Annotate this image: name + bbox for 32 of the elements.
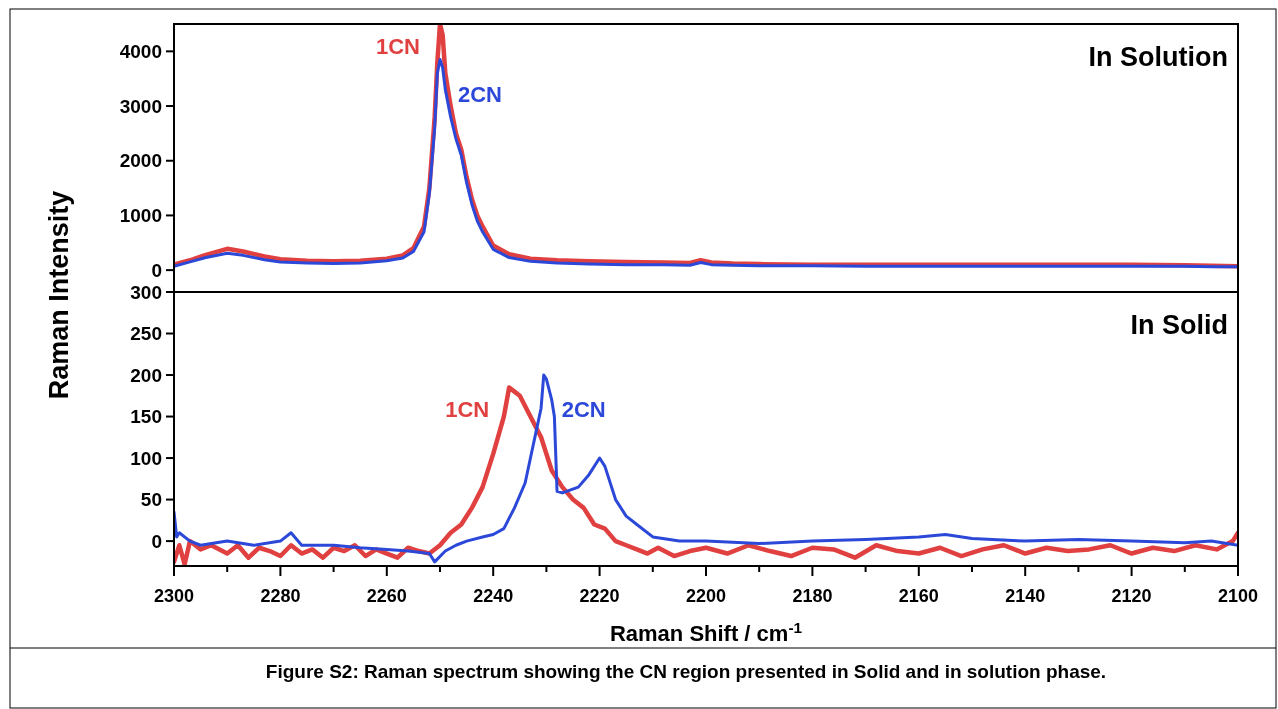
y-tick-label: 1000: [119, 205, 162, 227]
x-tick-label: 2140: [1005, 586, 1046, 606]
x-tick-label: 2240: [473, 586, 514, 606]
y-tick-label: 4000: [119, 41, 162, 62]
x-axis-title: Raman Shift / cm$^{-1}$: [609, 618, 803, 646]
x-tick-label: 2260: [366, 586, 407, 606]
series-label: 2CN: [561, 397, 606, 423]
y-tick-label: 50: [140, 489, 162, 511]
y-tick-label: 250: [130, 323, 162, 345]
y-tick-label: 2000: [119, 150, 162, 172]
x-tick-label: 2300: [153, 586, 195, 606]
series-label: 1CN: [445, 397, 490, 423]
series-label: 2CN: [458, 81, 503, 107]
y-tick-label: 150: [130, 406, 162, 428]
x-tick-label: 2200: [685, 586, 727, 606]
y-tick-label: 200: [130, 364, 162, 386]
y-tick-label: 0: [151, 530, 162, 552]
x-tick-label: 2280: [260, 586, 301, 606]
annotation: In Solution: [1088, 42, 1228, 72]
x-tick-label: 2100: [1217, 586, 1259, 606]
y-tick-label: 300: [130, 281, 162, 303]
x-tick-label: 2120: [1111, 586, 1152, 606]
x-tick-label: 2180: [792, 586, 833, 606]
x-tick-label: 2160: [898, 586, 939, 606]
y-tick-label: 0: [151, 259, 162, 281]
x-tick-label: 2220: [579, 586, 620, 606]
annotation: In Solid: [1130, 310, 1228, 340]
caption: Figure S2: Raman spectrum showing the CN region presented in Solid and in solution phase.: [265, 661, 1107, 682]
y-tick-label: 100: [130, 447, 162, 469]
y-tick-label: 3000: [119, 95, 162, 117]
y-axis-title: Raman Intensity: [44, 190, 74, 400]
series-label: 1CN: [375, 34, 420, 59]
